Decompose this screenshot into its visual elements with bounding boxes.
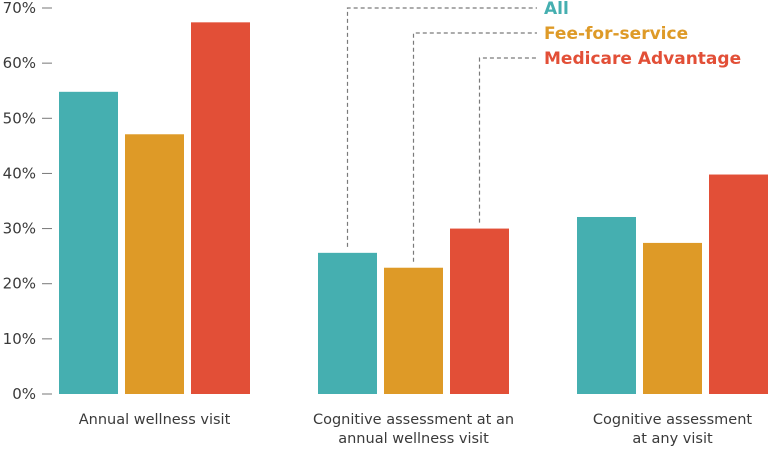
category-labels: Annual wellness visit Cognitive assessmen… [79, 412, 753, 447]
category-label: Cognitive assessment [593, 412, 753, 428]
y-tick-label: 40% [3, 164, 36, 182]
y-tick-label: 0% [12, 385, 36, 403]
bar-all-2 [577, 216, 636, 394]
category-label: Annual wellness visit [79, 412, 231, 428]
bar-medicare-advantage-1 [450, 228, 509, 394]
y-tick-label: 60% [3, 54, 36, 72]
category-label: Cognitive assessment at an [313, 412, 514, 428]
category-label: annual wellness visit [338, 431, 489, 447]
bar-medicare-advantage-2 [709, 174, 768, 394]
bar-fee-for-service-1 [384, 267, 443, 394]
category-label: at any visit [632, 431, 713, 447]
y-tick-label: 20% [3, 275, 36, 293]
y-tick-label: 50% [3, 109, 36, 127]
legend-label: Fee-for-service [544, 24, 688, 44]
legend: All Fee-for-service Medicare Advantage [544, 0, 741, 69]
legend-callout-line [346, 7, 537, 247]
bar-fee-for-service-0 [125, 134, 184, 394]
bar-all-1 [318, 252, 377, 394]
legend-label: Medicare Advantage [544, 49, 741, 69]
legend-callouts [346, 7, 537, 262]
legend-callout-line [412, 32, 537, 262]
bar-fee-for-service-2 [643, 242, 702, 394]
bars [59, 22, 768, 395]
bar-all-0 [59, 91, 118, 395]
y-axis: 0% 10% 20% 30% 40% 50% 60% 70% [3, 0, 52, 403]
y-tick-label: 30% [3, 220, 36, 238]
legend-label: All [544, 0, 569, 19]
legend-callout-line [478, 57, 537, 223]
y-tick-label: 70% [3, 0, 36, 17]
bar-medicare-advantage-0 [191, 22, 250, 394]
y-tick-label: 10% [3, 330, 36, 348]
